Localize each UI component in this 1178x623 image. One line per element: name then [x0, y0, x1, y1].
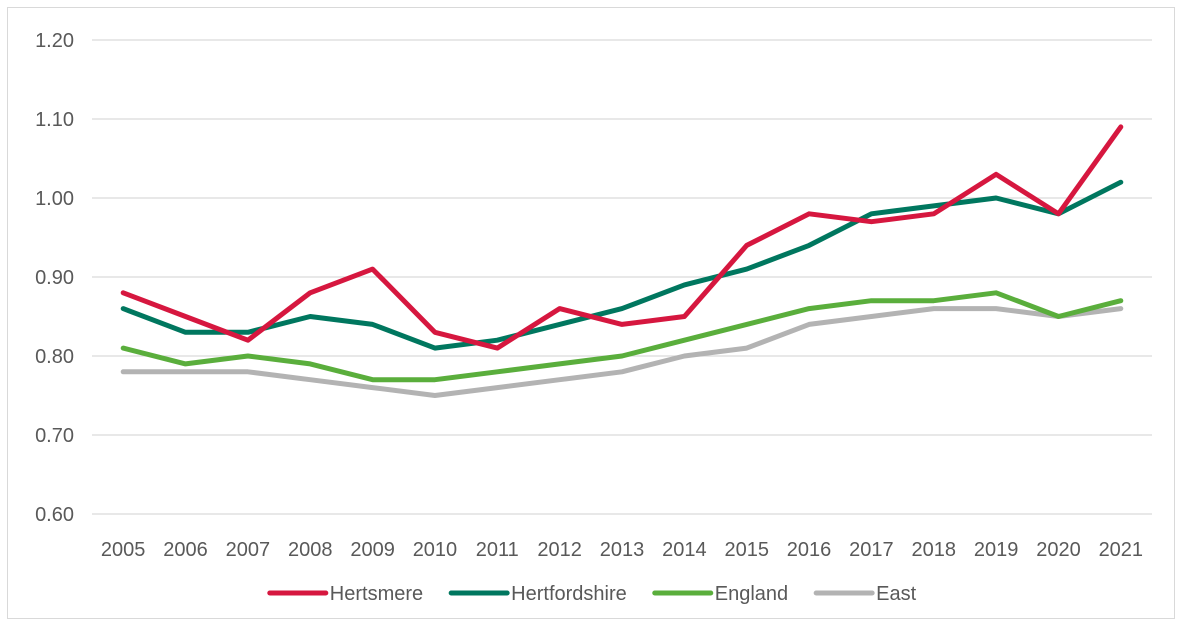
x-tick-label: 2012 — [537, 539, 582, 561]
x-tick-label: 2020 — [1036, 539, 1081, 561]
x-tick-label: 2014 — [662, 539, 707, 561]
x-axis-ticks: 2005 2006 2007 2008 2009 2010 2011 2012 2013 2014… — [101, 539, 1143, 561]
legend-label-east: East — [876, 583, 916, 605]
x-tick-label: 2021 — [1099, 539, 1144, 561]
x-tick-label: 2007 — [226, 539, 271, 561]
y-tick-label: 1.10 — [35, 109, 74, 131]
y-tick-label: 0.90 — [35, 267, 74, 289]
x-tick-label: 2010 — [413, 539, 458, 561]
series-line-east — [120, 306, 1124, 398]
legend-label-hertsmere: Hertsmere — [330, 583, 423, 605]
y-tick-label: 0.80 — [35, 346, 74, 368]
gridlines — [92, 39, 1152, 515]
y-axis-ticks: 0.60 0.70 0.80 0.90 1.00 1.10 1.20 — [35, 30, 74, 526]
series-lines — [120, 124, 1124, 398]
x-tick-label: 2016 — [787, 539, 832, 561]
legend-label-england: England — [715, 583, 788, 605]
y-tick-label: 1.00 — [35, 188, 74, 210]
x-tick-label: 2011 — [476, 539, 519, 561]
x-tick-label: 2005 — [101, 539, 146, 561]
x-tick-label: 2019 — [974, 539, 1019, 561]
x-tick-label: 2017 — [849, 539, 894, 561]
series-line-england — [120, 290, 1124, 383]
y-tick-label: 0.70 — [35, 425, 74, 447]
x-tick-label: 2006 — [163, 539, 208, 561]
y-tick-label: 1.20 — [35, 30, 74, 52]
x-tick-label: 2009 — [350, 539, 395, 561]
chart-area — [7, 7, 1175, 619]
x-tick-label: 2015 — [724, 539, 769, 561]
x-tick-label: 2008 — [288, 539, 333, 561]
legend: Hertsmere Hertfordshire England East — [267, 583, 917, 605]
x-tick-label: 2018 — [912, 539, 957, 561]
y-tick-label: 0.60 — [35, 504, 74, 526]
x-tick-label: 2013 — [600, 539, 645, 561]
legend-label-hertfordshire: Hertfordshire — [511, 583, 627, 605]
series-line-hertsmere — [120, 124, 1124, 351]
